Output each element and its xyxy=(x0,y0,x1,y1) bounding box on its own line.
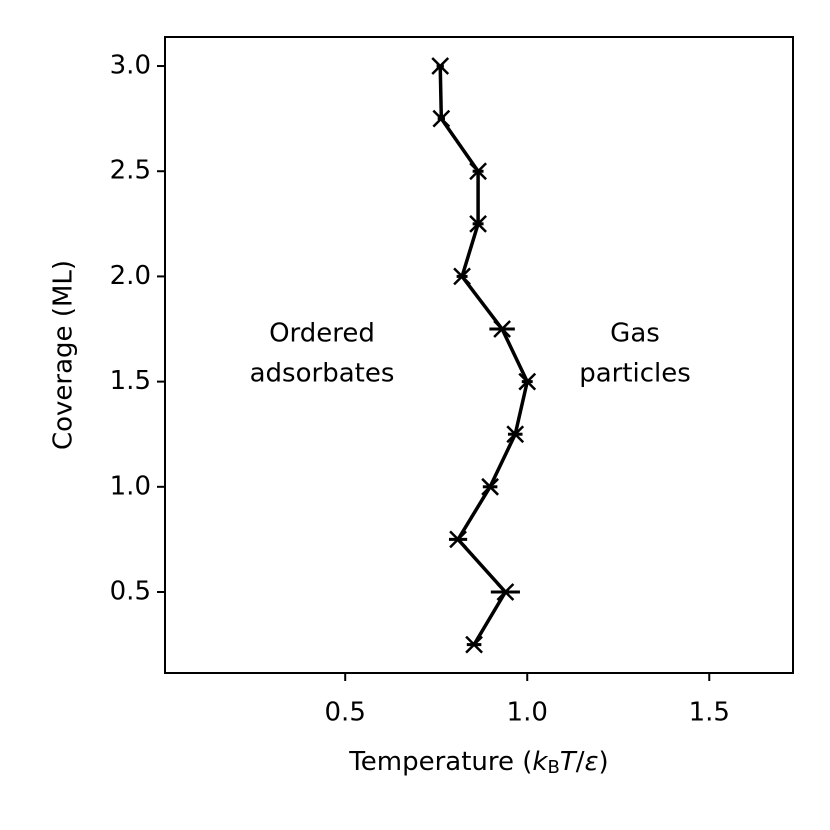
marker xyxy=(481,477,499,496)
marker xyxy=(449,530,467,549)
y-tick-label: 0.5 xyxy=(110,577,151,607)
annotation: particles xyxy=(579,359,691,389)
plot-frame xyxy=(164,36,794,674)
annotation: Gas xyxy=(610,319,660,349)
marker xyxy=(496,583,515,601)
y-tick-label: 3.0 xyxy=(110,51,151,81)
x-axis-label-part: k xyxy=(532,747,548,777)
marker xyxy=(506,425,525,444)
y-tick-label: 1.0 xyxy=(110,471,151,501)
x-axis-label-part: ) xyxy=(599,747,609,777)
marker xyxy=(465,635,483,654)
x-axis-label: Temperature (kBT/ε) xyxy=(348,747,608,779)
x-tick-label: 0.5 xyxy=(325,698,366,728)
y-axis-label: Coverage (ML) xyxy=(49,260,79,450)
marker xyxy=(431,57,450,75)
y-tick-label: 2.0 xyxy=(110,261,151,291)
x-axis-label-part: / xyxy=(576,747,585,777)
data-line xyxy=(438,65,529,646)
x-axis-label-part: B xyxy=(547,757,559,778)
marker xyxy=(453,267,471,286)
marker xyxy=(469,214,487,233)
x-axis-label-part: Temperature ( xyxy=(348,747,532,777)
y-tick-label: 1.5 xyxy=(110,366,151,396)
x-tick-label: 1.5 xyxy=(689,698,730,728)
annotation: Ordered xyxy=(269,319,375,349)
marker xyxy=(518,372,537,391)
x-axis-label-part: T xyxy=(560,747,578,777)
marker xyxy=(493,320,512,338)
y-tick-label: 2.5 xyxy=(110,156,151,186)
x-axis-label-part: ε xyxy=(584,747,598,777)
annotation: adsorbates xyxy=(250,359,395,389)
marker xyxy=(469,162,487,181)
x-tick-label: 1.0 xyxy=(507,698,548,728)
marker xyxy=(432,109,451,128)
